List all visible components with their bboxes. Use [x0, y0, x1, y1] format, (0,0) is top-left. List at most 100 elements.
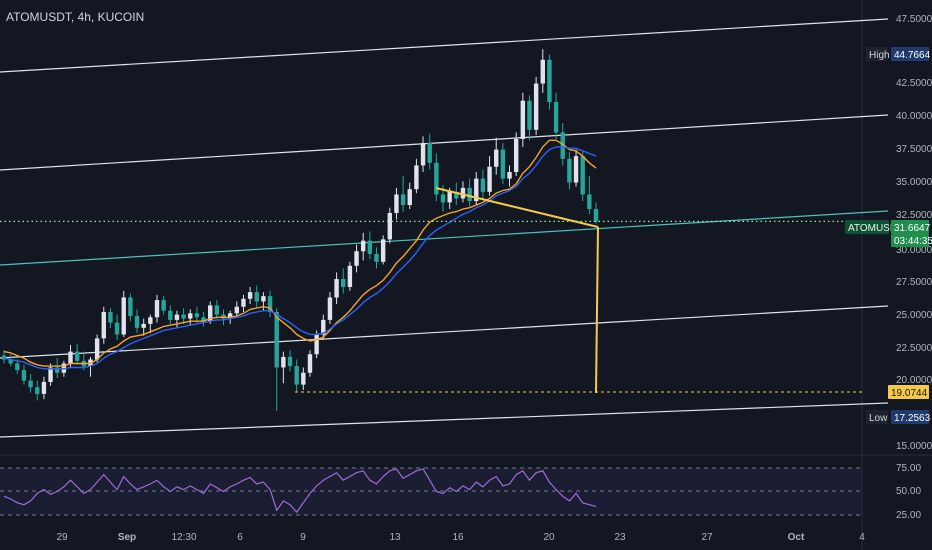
time-tick-label: 16 [452, 532, 464, 543]
price-tick-label: 40.0000 [896, 111, 932, 122]
candle-body [487, 166, 492, 192]
rsi-level-label: 75.00 [896, 463, 921, 474]
candle-body [347, 265, 353, 287]
price-tick-label: 20.0000 [896, 375, 932, 386]
low-value-box [891, 410, 929, 424]
time-tick-label: 23 [614, 532, 626, 543]
price-tick-label: 25.0000 [896, 310, 932, 321]
candle-body [587, 194, 592, 209]
candle-body [460, 187, 466, 199]
candle-body [134, 315, 140, 328]
candle-body [480, 178, 486, 192]
rsi-band [0, 468, 862, 515]
ema-fast-line [3, 139, 597, 367]
candle-body [281, 356, 286, 368]
candle-body [48, 367, 53, 382]
candle-body [227, 313, 233, 319]
candle-body [234, 306, 240, 314]
candle-body [287, 356, 293, 367]
candle-body [520, 100, 526, 140]
candle-body [420, 142, 426, 166]
time-tick-label: 20 [543, 532, 555, 543]
rsi-level-label: 50.00 [896, 486, 921, 497]
time-tick-label: 13 [389, 532, 401, 543]
candle-body [261, 296, 266, 302]
candle-body [567, 158, 572, 183]
price-tick-label: 30.0000 [896, 245, 932, 256]
candle-body [394, 194, 399, 213]
candle-body [447, 191, 452, 203]
price-tick-label: 27.5000 [896, 277, 932, 288]
candle-body [573, 156, 579, 183]
price-tick-label: 37.5000 [896, 144, 932, 155]
candle-body [527, 100, 532, 130]
candle-body [454, 191, 459, 199]
candle-body [21, 370, 27, 381]
candle-body [274, 311, 279, 368]
ema-slow-line [3, 146, 597, 370]
candle-body [380, 239, 386, 262]
candle-body [8, 359, 13, 364]
candle-body [108, 311, 113, 323]
candle-body [35, 387, 40, 394]
candle-body [553, 102, 559, 133]
candle-body [434, 162, 439, 195]
candle-body [400, 194, 406, 206]
channel-line-mid [0, 210, 889, 266]
candle-body [188, 313, 193, 319]
last-symbol-box [845, 220, 889, 234]
time-tick-label: 12:30 [171, 532, 196, 543]
time-tick-label: 6 [237, 532, 243, 543]
channel-line-lower [0, 305, 889, 359]
candle-body [307, 354, 313, 373]
high-value-text: 44.7664 [894, 50, 931, 61]
candle-body [540, 59, 545, 84]
target-projection-line [595, 226, 599, 394]
candle-body [547, 59, 552, 103]
candle-body [267, 296, 273, 312]
candle-body [367, 240, 373, 254]
time-tick-label: Sep [118, 532, 136, 543]
last-symbol-text: ATOMUSDT [848, 223, 903, 234]
candle-body [114, 322, 120, 335]
chart-title: ATOMUSDT, 4h, KUCOIN [6, 10, 145, 24]
candle-body [500, 149, 506, 179]
candle-body [247, 292, 253, 299]
rsi-line [3, 468, 597, 514]
rsi-level-label: 25.00 [896, 510, 921, 521]
price-tick-label: 22.5000 [896, 343, 932, 354]
candle-body [580, 156, 585, 195]
candle-body [94, 338, 100, 360]
time-tick-label: 9 [300, 532, 306, 543]
candle-body [201, 317, 206, 322]
high-label-box [866, 47, 888, 61]
high-value-box [891, 47, 929, 61]
time-tick-label: 29 [56, 532, 68, 543]
candle-body [208, 305, 213, 322]
candle-body [334, 278, 339, 298]
candle-body [341, 278, 346, 287]
low-label-box [866, 410, 888, 424]
candle-body [327, 297, 333, 320]
channel-line-upper [0, 114, 889, 171]
candle-body [440, 194, 446, 203]
candle-body [593, 208, 599, 222]
candle-body [15, 363, 20, 371]
candle-body [407, 189, 412, 206]
candle-body [68, 351, 73, 364]
channel-line-bottom [0, 402, 889, 438]
candle-body [321, 319, 326, 335]
candle-body [181, 314, 186, 319]
candle-body [513, 139, 519, 173]
candle-body [294, 366, 299, 385]
candle-body [28, 380, 33, 388]
candle-body [254, 292, 259, 302]
candle-body [414, 165, 419, 190]
neckline [435, 187, 599, 228]
candle-body [560, 132, 565, 159]
candle-body [354, 251, 359, 266]
low-label-text: Low [869, 413, 888, 424]
target-value-box [888, 385, 929, 399]
candle-body [214, 305, 220, 315]
